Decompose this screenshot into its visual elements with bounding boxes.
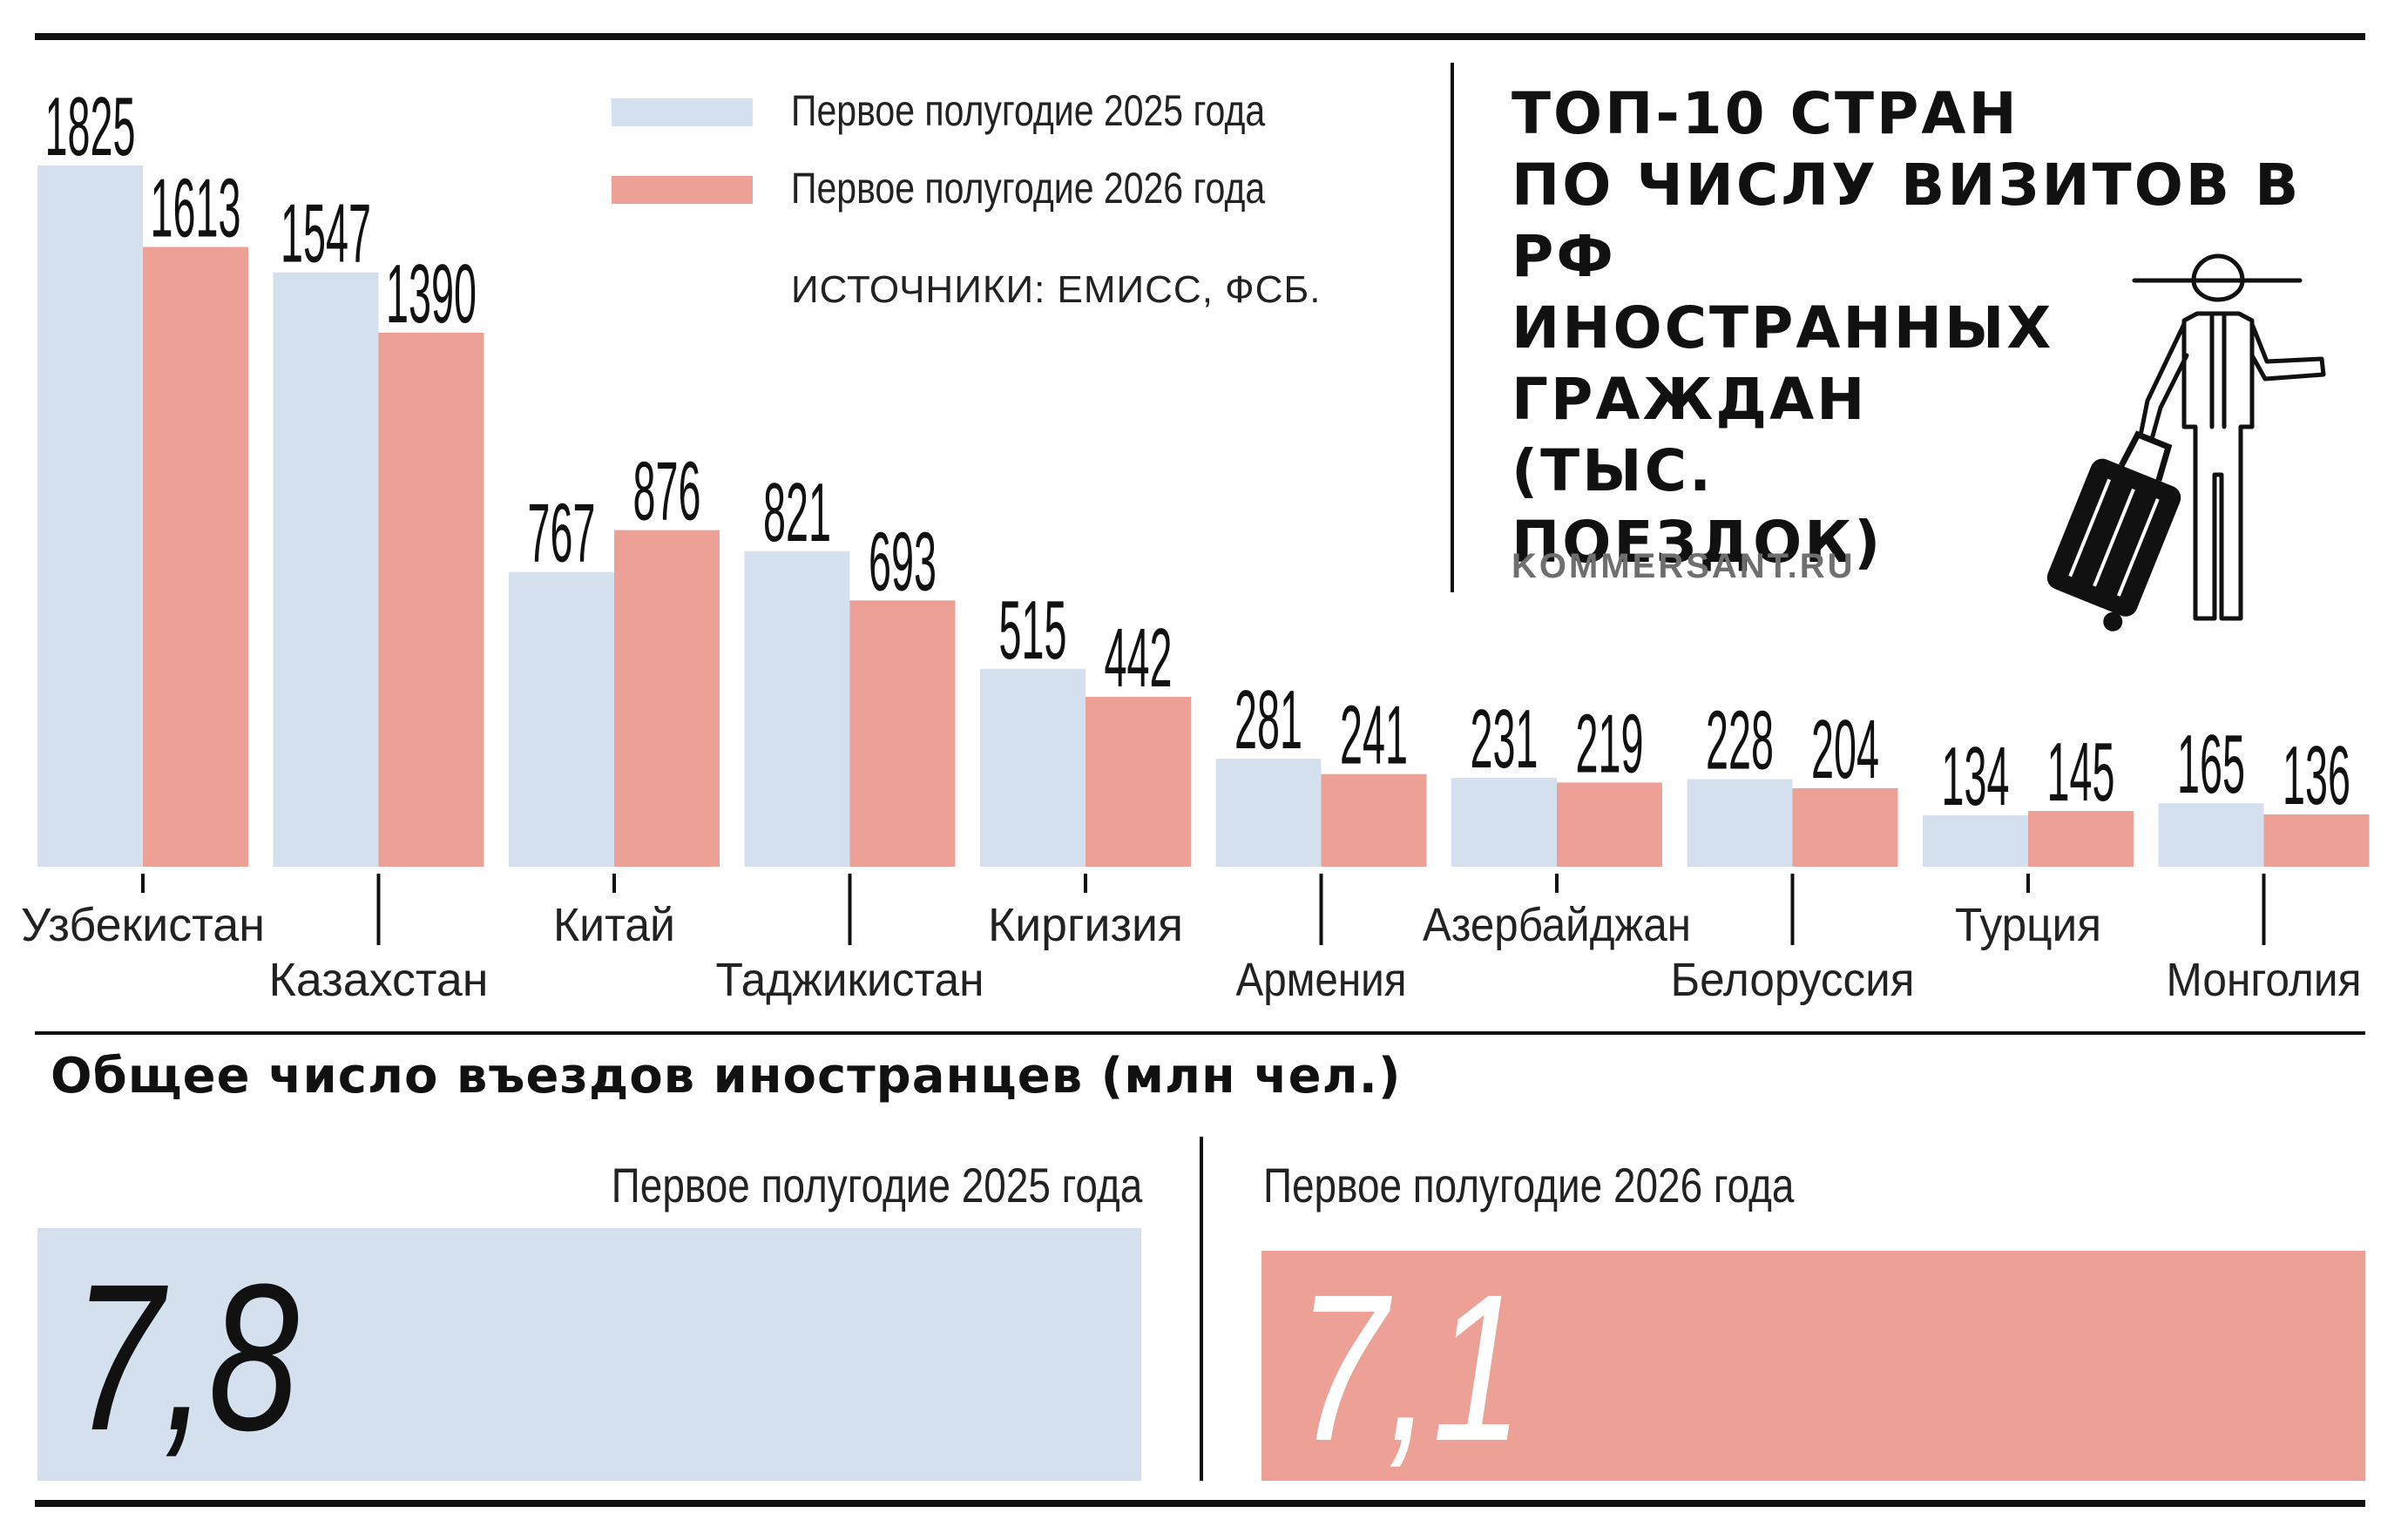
bar-value-label: 1547 (281, 187, 371, 280)
bar (980, 668, 1086, 867)
top-rule (35, 33, 2365, 40)
category-label: Казахстан (269, 954, 489, 1006)
bar-value-label: 136 (2283, 729, 2350, 822)
bar-value-label: 145 (2047, 726, 2115, 819)
site-credit: KOMMERSANT.RU (1512, 547, 1856, 585)
source-note: ИСТОЧНИКИ: ЕМИСС, ФСБ. (791, 268, 1322, 311)
bar (509, 571, 614, 867)
bottom-rule (35, 1500, 2365, 1507)
bar (1451, 778, 1557, 867)
bar (1923, 814, 2028, 867)
bar-value-label: 1390 (386, 247, 477, 341)
category-label: Монголия (2167, 954, 2362, 1006)
category-label: Армения (1236, 954, 1407, 1006)
category-label: Таджикистан (716, 954, 984, 1006)
bar-value-label: 693 (869, 515, 937, 608)
bar (744, 550, 850, 867)
category-label: Белоруссия (1671, 954, 1915, 1006)
bar (273, 272, 379, 868)
bar (1557, 782, 1662, 867)
category-label: Азербайджан (1423, 899, 1691, 951)
totals-title: Общее число въездов иностранцев (млн чел… (51, 1048, 1402, 1104)
bar (2028, 811, 2134, 867)
bar (2158, 803, 2264, 867)
total-label-2026: Первое полугодие 2026 года (1263, 1158, 1795, 1212)
title-line: ТОП-10 СТРАН (1512, 80, 2019, 147)
bar (1792, 788, 1898, 867)
bar-value-label: 1613 (151, 162, 241, 255)
section-divider (35, 1031, 2365, 1035)
total-value-2025: 7,8 (72, 1240, 300, 1474)
bar (37, 165, 143, 867)
bar (849, 600, 956, 867)
bar-value-label: 134 (1942, 730, 2010, 823)
legend-label-2026: Первое полугодие 2026 года (791, 164, 1266, 213)
title-line: ГРАЖДАН (1512, 366, 1868, 433)
bar-value-label: 231 (1471, 692, 1539, 786)
category-label: Узбекистан (21, 899, 265, 951)
bar (1215, 759, 1322, 867)
bar-value-label: 241 (1340, 689, 1408, 782)
title-line: ПОЕЗДОК) (1512, 509, 1884, 576)
bar-value-label: 281 (1234, 673, 1302, 767)
legend-label-2025: Первое полугодие 2025 года (791, 86, 1266, 135)
title-line: (ТЫС. (1512, 437, 1715, 504)
bar-value-label: 821 (763, 466, 831, 559)
bar (1086, 697, 1191, 867)
bar (143, 247, 248, 867)
bar (614, 530, 720, 867)
total-value-2026: 7,1 (1296, 1251, 1524, 1484)
title-line: ПО ЧИСЛУ ВИЗИТОВ В РФ (1512, 152, 2302, 290)
total-bar-2025: 7,8 (37, 1228, 1141, 1481)
bar (378, 332, 484, 867)
totals-divider (1200, 1137, 1203, 1481)
bar-value-label: 876 (633, 445, 701, 538)
bar-value-label: 204 (1811, 703, 1879, 796)
category-label: Киргизия (988, 899, 1183, 951)
title-divider (1451, 63, 1454, 592)
bar-value-label: 228 (1706, 693, 1774, 787)
legend-swatch-2025 (612, 98, 753, 126)
bar-value-label: 767 (528, 487, 596, 580)
total-label-2025: Первое полугодие 2025 года (611, 1158, 1142, 1212)
category-label: Китай (553, 899, 675, 951)
bar-value-label: 1825 (45, 80, 136, 173)
traveler-with-suitcase-icon (2046, 253, 2326, 632)
title-line: ИНОСТРАННЫХ (1512, 294, 2054, 361)
total-bar-2026: 7,1 (1261, 1251, 2365, 1481)
bar (1687, 779, 1793, 867)
bar-value-label: 219 (1576, 697, 1644, 790)
bar-value-label: 442 (1105, 611, 1173, 705)
chart-title: ТОП-10 СТРАН ПО ЧИСЛУ ВИЗИТОВ В РФ ИНОСТ… (1512, 78, 2365, 578)
bar-value-label: 515 (999, 584, 1067, 677)
bar (2263, 814, 2370, 867)
bar-value-label: 165 (2177, 718, 2245, 811)
legend-swatch-2026 (612, 176, 753, 204)
bar (1321, 773, 1427, 867)
category-label: Турция (1955, 899, 2101, 951)
